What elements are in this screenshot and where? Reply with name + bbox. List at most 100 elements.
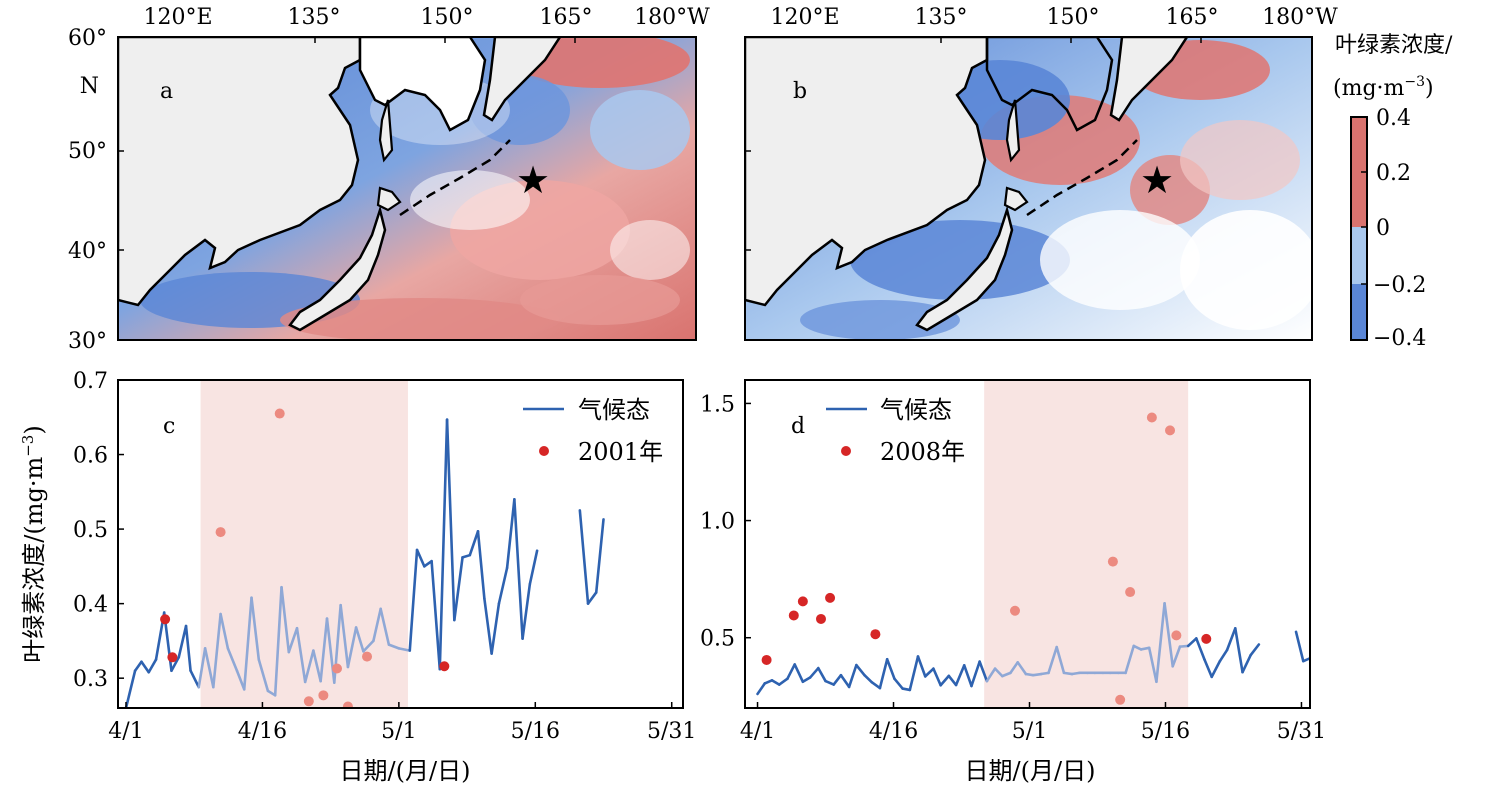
climatology-line-segment	[147, 658, 158, 674]
climatology-line-segment	[197, 647, 207, 689]
legend-2001-label: 2001年	[578, 438, 663, 466]
panel-d-xlabel: 日期/(月/日)	[965, 757, 1096, 785]
observation-point	[1201, 633, 1212, 644]
station-star-icon: ★	[1140, 158, 1174, 202]
climatology-line-segment	[415, 548, 426, 568]
climatology-line-segment	[756, 682, 767, 696]
climatology-line-segment	[273, 585, 283, 697]
y-tick-label: 1.5	[700, 392, 735, 417]
climatology-line-segment	[372, 607, 382, 643]
y-tick-label: 0.5	[700, 627, 735, 652]
map-b-japan	[915, 205, 1014, 332]
observation-point	[870, 629, 881, 640]
climatology-line-segment	[863, 673, 874, 684]
climatology-line-segment	[1301, 656, 1310, 663]
observation-point	[788, 610, 799, 621]
climatology-line-segment	[339, 603, 350, 669]
map-a-frame	[117, 36, 697, 341]
lat-label-60: 60°	[68, 26, 107, 51]
climatology-line-segment	[133, 660, 143, 673]
lat-label-50: 50°	[68, 139, 107, 164]
colorbar-tick-neg0.4: −0.4	[1373, 326, 1426, 351]
climatology-line-segment	[319, 617, 329, 683]
climatology-line-segment	[1294, 630, 1305, 663]
colorbar-frame	[1350, 116, 1368, 341]
climatology-line-segment	[855, 663, 866, 677]
panel-d-chart: 4/1 4/16 5/1 5/16 5/31 0.5 1.0 1.5 d 气候态 2008年…	[700, 379, 1326, 785]
panel-b-letter: b	[793, 79, 807, 104]
climatology-line-segment	[438, 418, 449, 671]
map-a-hokkaido	[376, 186, 402, 212]
climatology-line-segment	[408, 548, 419, 652]
climatology-line-segment	[777, 677, 789, 686]
climatology-line-segment	[387, 643, 401, 650]
climatology-line-segment	[177, 624, 188, 659]
climatology-line-segment	[124, 669, 137, 708]
climatology-line-segment	[1132, 644, 1143, 651]
lon-label-a-120E: 120°E	[143, 5, 212, 30]
colorbar-title-line1: 叶绿素浓度/	[1335, 33, 1453, 58]
map-a-sakhalin	[378, 99, 394, 163]
climatology-line-segment	[528, 549, 539, 586]
observation-point	[761, 654, 772, 665]
y-tick-label: 0.7	[73, 369, 108, 394]
climatology-line-segment	[1218, 648, 1229, 663]
climatology-line-segment	[280, 585, 291, 654]
observation-point	[815, 613, 826, 624]
panel-c-chart: 4/1 4/16 5/1 5/16 5/31 0.3 0.4 0.5 0.6 0.7 c 气候态…	[19, 369, 696, 785]
map-b-sakhalin	[1005, 99, 1021, 163]
panel-a-letter: a	[160, 79, 173, 104]
climatology-line-segment	[189, 669, 201, 689]
y-tick-label: 0.4	[73, 593, 108, 618]
panel-c-legend: 气候态 2001年	[523, 396, 663, 466]
colorbar-title-line2: (mg·m−3)	[1333, 74, 1434, 101]
y-tick-label: 1.0	[700, 510, 735, 535]
station-star-icon: ★	[516, 158, 550, 202]
observation-point	[1171, 630, 1182, 641]
climatology-line-segment	[468, 530, 480, 557]
climatology-line-segment	[203, 647, 215, 689]
climatology-line-segment	[824, 679, 835, 686]
x-tick-label: 5/1	[381, 719, 416, 744]
climatology-line-segment	[445, 418, 456, 622]
climatology-line-segment	[908, 655, 920, 692]
climatology-line-segment	[1311, 635, 1318, 658]
climatology-line-segment	[505, 497, 516, 570]
climatology-line-segment	[816, 666, 827, 683]
climatology-line-segment	[893, 677, 904, 690]
climatology-line-segment	[1016, 661, 1028, 676]
climatology-line-segment	[832, 673, 843, 686]
colorbar-tick-0.4: 0.4	[1376, 106, 1411, 131]
map-a-kuril-islands	[399, 139, 511, 217]
climatology-line-segment	[1009, 661, 1020, 675]
climatology-line-segment	[1139, 646, 1151, 651]
climatology-line-segment	[226, 647, 239, 673]
lat-unit-n: N	[80, 74, 99, 99]
climatology-line-segment	[878, 657, 889, 690]
climatology-line-segment	[476, 530, 486, 600]
climatology-line-segment	[219, 612, 230, 650]
observation-point	[274, 408, 285, 419]
climatology-line-segment	[170, 656, 181, 673]
y-tick-label: 0.3	[73, 667, 108, 692]
climatology-line-segment	[490, 602, 501, 655]
lon-label-a-150: 150°	[421, 5, 474, 30]
colorbar-strong-negative-segment	[1351, 284, 1367, 340]
map-b-kuril-islands	[1026, 139, 1138, 217]
map-lat-ticks	[118, 150, 751, 251]
map-panel-b: ★ b	[744, 36, 1313, 341]
y-tick-label: 0.6	[73, 444, 108, 469]
observation-point	[1125, 587, 1136, 598]
colorbar-tick-neg0.2: −0.2	[1373, 273, 1426, 298]
lon-label-a-180W: 180°W	[634, 5, 710, 30]
map-panel-a: ★ a	[117, 36, 697, 341]
climatology-line-segment	[1186, 637, 1198, 648]
climatology-line-segment	[184, 624, 192, 673]
map-lon-ticks	[117, 37, 1202, 43]
map-b-continent	[745, 37, 989, 307]
climatology-line-segment	[140, 660, 151, 674]
observation-point	[1165, 425, 1176, 436]
map-b-hokkaido	[1003, 186, 1029, 212]
colorbar-tick-0.2: 0.2	[1376, 161, 1411, 186]
